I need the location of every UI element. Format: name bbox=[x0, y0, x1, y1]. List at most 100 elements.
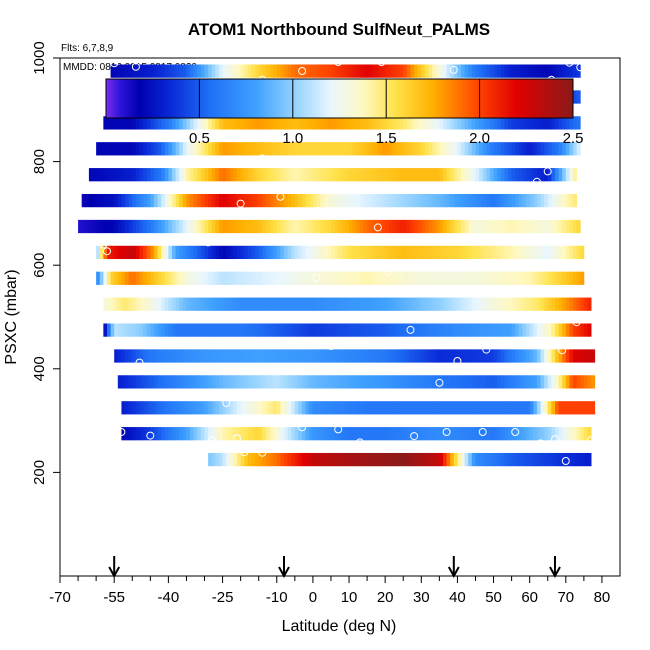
heatmap-cell bbox=[526, 452, 531, 467]
heatmap-cell bbox=[504, 375, 509, 389]
heatmap-layer bbox=[78, 64, 596, 467]
sample-marker bbox=[135, 358, 144, 367]
heatmap-cell bbox=[453, 271, 458, 285]
heatmap-cell bbox=[334, 349, 339, 363]
heatmap-cell bbox=[554, 271, 559, 285]
heatmap-cell bbox=[280, 349, 285, 363]
heatmap-cell bbox=[522, 297, 527, 311]
heatmap-cell bbox=[208, 142, 213, 156]
heatmap-cell bbox=[396, 297, 401, 311]
heatmap-cell bbox=[536, 245, 541, 260]
heatmap-cell bbox=[309, 64, 314, 78]
heatmap-cell bbox=[493, 271, 498, 285]
heatmap-cell bbox=[327, 375, 332, 389]
heatmap-cell bbox=[153, 168, 158, 182]
heatmap-cell bbox=[175, 375, 180, 389]
heatmap-cell bbox=[309, 245, 314, 260]
heatmap-cell bbox=[410, 271, 415, 285]
heatmap-cell bbox=[569, 245, 574, 260]
y-tick-label: 600 bbox=[31, 253, 48, 278]
x-tick-label: -40 bbox=[158, 589, 180, 606]
heatmap-cell bbox=[349, 64, 354, 78]
heatmap-cell bbox=[244, 452, 249, 467]
sample-marker bbox=[334, 58, 343, 67]
heatmap-cell bbox=[316, 245, 321, 260]
heatmap-cell bbox=[547, 452, 552, 467]
heatmap-cell bbox=[554, 349, 559, 363]
heatmap-cell bbox=[396, 219, 401, 234]
heatmap-cell bbox=[461, 219, 466, 234]
heatmap-cell bbox=[461, 297, 466, 311]
heatmap-cell bbox=[432, 116, 437, 130]
heatmap-cell bbox=[247, 401, 252, 415]
heatmap-cell bbox=[244, 401, 249, 415]
heatmap-cell bbox=[554, 168, 559, 182]
heatmap-cell bbox=[399, 427, 404, 441]
sample-marker bbox=[587, 436, 596, 445]
x-axis-label: Latitude (deg N) bbox=[282, 618, 397, 635]
heatmap-cell bbox=[182, 271, 187, 285]
heatmap-cell bbox=[396, 375, 401, 389]
sample-marker bbox=[110, 59, 119, 68]
heatmap-cell bbox=[309, 271, 314, 285]
heatmap-cell bbox=[251, 271, 256, 285]
heatmap-cell bbox=[265, 219, 270, 234]
heatmap-cell bbox=[536, 401, 541, 415]
heatmap-cell bbox=[291, 116, 296, 130]
heatmap-cell bbox=[547, 349, 552, 363]
heatmap-cell bbox=[450, 401, 455, 415]
heatmap-cell bbox=[356, 452, 361, 467]
heatmap-cell bbox=[403, 64, 408, 78]
heatmap-cell bbox=[475, 452, 480, 467]
heatmap-cell bbox=[450, 349, 455, 363]
heatmap-cell bbox=[244, 168, 249, 182]
heatmap-cell bbox=[251, 452, 256, 467]
heatmap-cell bbox=[182, 116, 187, 130]
heatmap-cell bbox=[562, 116, 567, 130]
heatmap-cell bbox=[435, 452, 440, 467]
heatmap-cell bbox=[330, 427, 335, 441]
heatmap-cell bbox=[471, 168, 476, 182]
heatmap-cell bbox=[381, 452, 386, 467]
heatmap-cell bbox=[424, 193, 429, 208]
heatmap-cell bbox=[233, 349, 238, 363]
heatmap-cell bbox=[392, 297, 397, 311]
heatmap-cell bbox=[294, 193, 299, 208]
heatmap-cell bbox=[356, 116, 361, 130]
heatmap-cell bbox=[551, 375, 556, 389]
sample-marker bbox=[233, 434, 241, 443]
heatmap-cell bbox=[247, 323, 252, 337]
heatmap-cell bbox=[497, 168, 502, 182]
heatmap-cell bbox=[489, 64, 494, 78]
heatmap-cell bbox=[320, 64, 325, 78]
heatmap-cell bbox=[367, 297, 372, 311]
heatmap-cell bbox=[222, 401, 227, 415]
heatmap-cell bbox=[96, 193, 101, 208]
sample-marker bbox=[532, 177, 541, 186]
heatmap-cell bbox=[370, 375, 375, 389]
heatmap-cell bbox=[211, 427, 216, 441]
heatmap-cell bbox=[439, 452, 444, 467]
heatmap-cell bbox=[125, 219, 130, 234]
heatmap-cell bbox=[428, 168, 433, 182]
heatmap-cell bbox=[475, 168, 480, 182]
heatmap-cell bbox=[287, 64, 292, 78]
heatmap-cell bbox=[569, 452, 574, 467]
heatmap-cell bbox=[421, 245, 426, 260]
heatmap-cell bbox=[508, 375, 513, 389]
heatmap-cell bbox=[573, 219, 578, 234]
heatmap-cell bbox=[414, 142, 419, 156]
heatmap-cell bbox=[197, 427, 202, 441]
heatmap-cell bbox=[276, 116, 281, 130]
heatmap-cell bbox=[573, 64, 578, 78]
heatmap-cell bbox=[179, 323, 184, 337]
heatmap-cell bbox=[504, 401, 509, 415]
heatmap-cell bbox=[529, 375, 534, 389]
heatmap-cell bbox=[475, 349, 480, 363]
heatmap-cell bbox=[576, 245, 581, 260]
heatmap-cell bbox=[370, 219, 375, 234]
heatmap-cell bbox=[99, 271, 104, 285]
heatmap-cell bbox=[265, 349, 270, 363]
heatmap-cell bbox=[269, 193, 274, 208]
